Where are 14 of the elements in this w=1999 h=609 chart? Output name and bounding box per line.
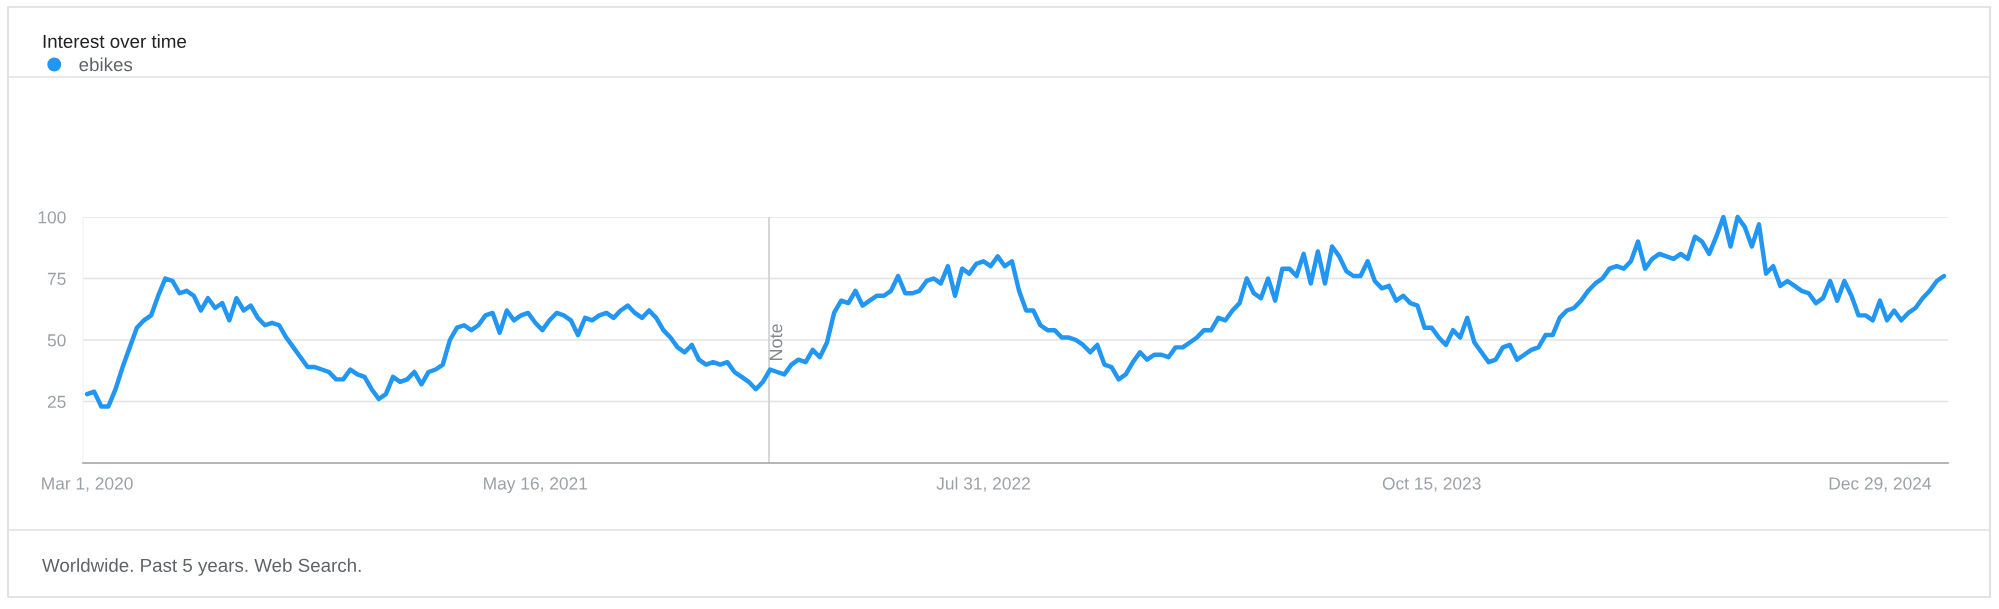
x-tick-label: Jul 31, 2022 — [936, 476, 1030, 492]
line-series — [84, 214, 1947, 409]
y-tick-label: 75 — [47, 272, 66, 285]
x-tick-label: Dec 29, 2024 — [1829, 477, 1932, 492]
text: Worldwide. Past 5 years. Web Search. — [42, 558, 361, 576]
chart-title: Interest over time — [43, 34, 187, 49]
y-tick-label: 100 — [38, 211, 66, 224]
x-tick-label: May 16, 2021 — [484, 477, 588, 494]
y-tick-label: 25 — [47, 395, 66, 408]
y-tick-label: 50 — [47, 334, 66, 347]
ref-line-label: Note — [769, 324, 783, 360]
x-tick-label: Oct 15, 2023 — [1382, 477, 1481, 492]
x-tick-label: Mar 1, 2020 — [42, 477, 133, 492]
legend-label: ebikes — [79, 57, 133, 72]
